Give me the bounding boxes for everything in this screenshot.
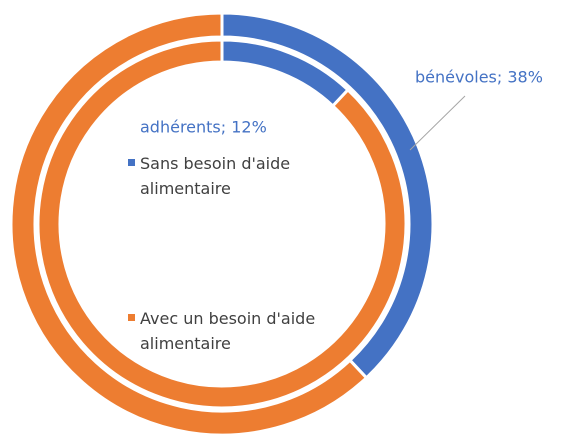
legend-swatch [128, 159, 135, 166]
legend-entry: Sans besoin d'aide alimentaire [128, 154, 291, 198]
legend-swatch [128, 314, 135, 321]
data-label: adhérents; 12% [140, 118, 267, 137]
legend-label: Avec un besoin d'aide alimentaire [140, 309, 316, 353]
leader-line [409, 95, 466, 151]
legend-box: Avec un besoin d'aide alimentaire [140, 309, 316, 353]
legend-entry: Avec un besoin d'aide alimentaire [128, 309, 316, 353]
ring-slice [9, 11, 369, 436]
ring-slice [36, 38, 408, 410]
legend-box: Sans besoin d'aide alimentaire [140, 154, 291, 198]
legend-label: Sans besoin d'aide alimentaire [140, 154, 291, 198]
data-label: bénévoles; 38% [415, 68, 543, 87]
